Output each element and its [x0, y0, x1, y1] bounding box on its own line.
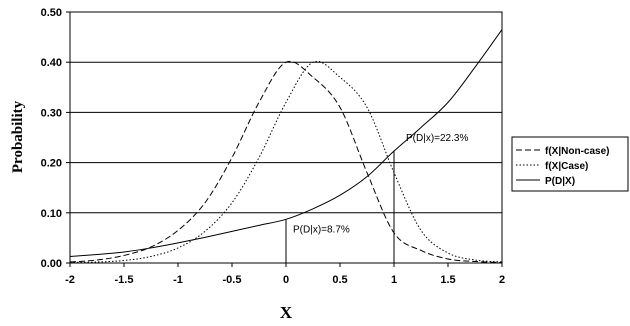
legend-label: P(D|X): [545, 176, 575, 187]
annotation-label: P(D|x)=22.3%: [406, 133, 468, 144]
legend-box: [511, 136, 629, 192]
legend-label: f(X|Case): [545, 161, 588, 172]
series-line-f-x-non-case: [69, 60, 503, 263]
annotations: P(D|x)=8.7% P(D|x)=22.3%: [285, 133, 468, 263]
y-tick-label: 0.40: [41, 57, 62, 69]
x-tick-label: 2: [499, 274, 505, 286]
x-axis-ticks: -2 -1.5 -1 -0.5 0 0.5 1 1.5 2: [65, 263, 505, 286]
legend-label: f(X|Non-case): [545, 146, 609, 157]
y-tick-label: 0.20: [41, 158, 62, 170]
series-line-f-x-case: [69, 60, 503, 263]
y-axis-ticks: 0.00 0.10 0.20 0.30 0.40 0.50: [41, 7, 70, 270]
x-tick-label: -0.5: [223, 274, 242, 286]
y-axis-title: Probability: [10, 100, 26, 173]
x-tick-label: 0.5: [332, 274, 347, 286]
x-tick-label: -2: [65, 274, 75, 286]
x-tick-label: 1: [391, 274, 397, 286]
y-tick-label: 0.50: [41, 7, 62, 19]
x-tick-label: -1.5: [115, 274, 134, 286]
y-tick-label: 0.30: [41, 107, 62, 119]
annotation-label: P(D|x)=8.7%: [293, 224, 350, 235]
x-tick-label: 1.5: [440, 274, 455, 286]
y-tick-label: 0.00: [41, 258, 62, 270]
x-axis-title: X: [280, 303, 293, 322]
y-tick-label: 0.10: [41, 208, 62, 220]
legend: f(X|Non-case) f(X|Case) P(D|X): [511, 136, 629, 192]
x-tick-label: 0: [283, 274, 289, 286]
x-tick-label: -1: [173, 274, 183, 286]
